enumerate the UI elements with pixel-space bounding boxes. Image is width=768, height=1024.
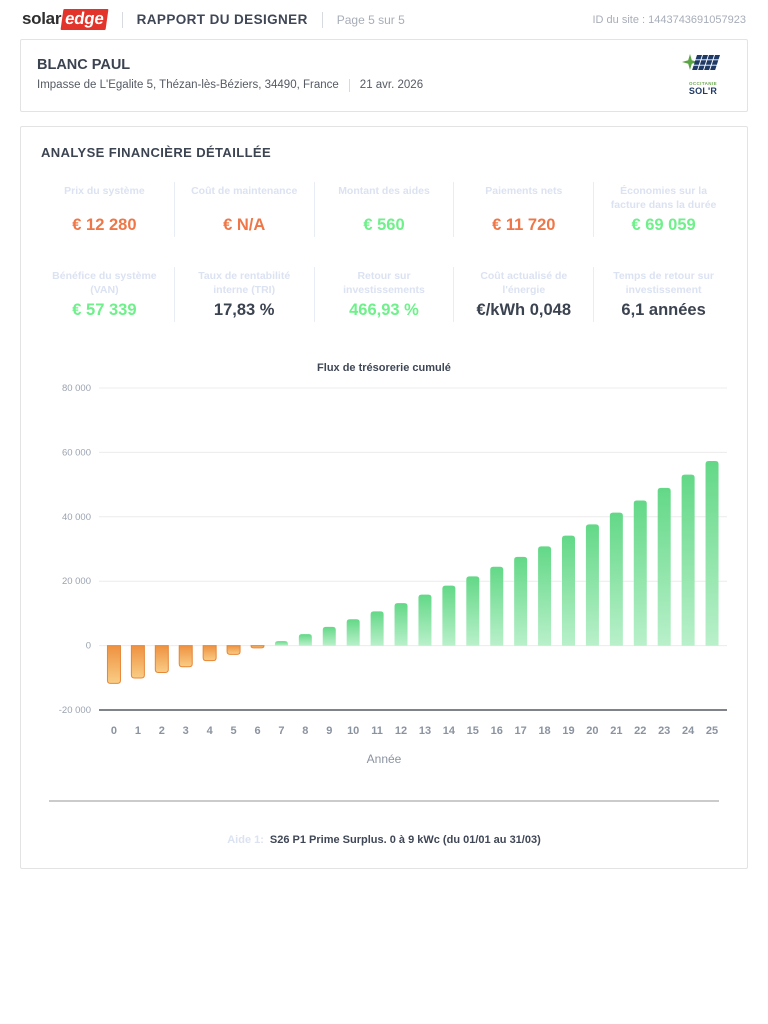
client-address-line: Impasse de L'Egalite 5, Thézan-lès-Bézie…: [37, 78, 424, 92]
svg-text:0: 0: [86, 641, 91, 652]
svg-text:20: 20: [586, 725, 598, 737]
section-title: ANALYSE FINANCIÈRE DÉTAILLÉE: [41, 144, 272, 160]
metric-tri: Taux de rentabilité interne (TRI) 17,83 …: [173, 266, 314, 323]
svg-text:40 000: 40 000: [62, 512, 91, 523]
footnote-divider: [49, 800, 719, 803]
svg-text:5: 5: [231, 725, 237, 737]
header-divider: [121, 11, 123, 28]
metric-value: € 560: [363, 215, 405, 234]
metric-label: Retour sur investissements: [343, 269, 425, 297]
svg-text:16: 16: [491, 725, 503, 737]
financial-analysis-card: ANALYSE FINANCIÈRE DÉTAILLÉE Prix du sys…: [20, 125, 748, 870]
svg-text:10: 10: [347, 725, 359, 737]
client-info: BLANC PAUL Impasse de L'Egalite 5, Théza…: [37, 57, 423, 92]
svg-text:24: 24: [682, 725, 695, 737]
chart-title: Flux de trésorerie cumulé: [317, 362, 451, 375]
metric-label: Économies sur la facture dans la durée: [610, 184, 717, 211]
svg-text:12: 12: [395, 725, 407, 737]
svg-text:4: 4: [207, 725, 214, 737]
metric-label: Temps de retour sur investissement: [613, 269, 714, 297]
subsidy-footnote: Aide 1: S26 P1 Prime Surplus. 0 à 9 kWc (…: [35, 834, 733, 846]
metric-label: Coût de maintenance: [191, 184, 298, 197]
svg-text:7: 7: [278, 725, 284, 737]
report-date: 21 avr. 2026: [359, 79, 424, 92]
metric-montant-des-aides: Montant des aides € 560: [313, 181, 454, 237]
page-indicator: Page 5 sur 5: [336, 12, 405, 27]
address-date-divider: [348, 78, 350, 92]
metric-value: 17,83 %: [213, 301, 275, 320]
partner-logo: OCCITANIE SOL'R: [681, 53, 731, 96]
metric-value: € 69 059: [631, 215, 696, 234]
metric-economies-facture: Économies sur la facture dans la durée €…: [593, 181, 733, 237]
metric-value: 6,1 années: [621, 301, 706, 320]
metric-temps-de-retour: Temps de retour sur investissement 6,1 a…: [593, 266, 733, 323]
svg-text:21: 21: [610, 725, 622, 737]
metric-label: Paiements nets: [485, 184, 563, 197]
metric-value: € N/A: [223, 215, 266, 234]
header-divider: [321, 11, 323, 28]
footnote-text: S26 P1 Prime Surplus. 0 à 9 kWc (du 01/0…: [269, 834, 541, 847]
svg-text:19: 19: [562, 725, 574, 737]
svg-text:6: 6: [254, 725, 260, 737]
partner-logo-name: SOL'R: [688, 85, 718, 96]
svg-text:11: 11: [371, 725, 383, 737]
metric-label: Coût actualisé de l'énergie: [480, 269, 568, 297]
chart-x-axis-label: Année: [366, 752, 402, 767]
site-id: ID du site : 1443743691057923: [592, 13, 746, 26]
metric-paiements-nets: Paiements nets € 11 720: [453, 181, 593, 237]
svg-text:1: 1: [135, 725, 141, 737]
metric-value: € 12 280: [72, 215, 137, 234]
metrics-row-2: Bénéfice du système (VAN) € 57 339 Taux …: [35, 266, 733, 323]
svg-text:25: 25: [706, 725, 718, 737]
metric-label: Prix du système: [64, 184, 145, 197]
partner-logo-region: OCCITANIE: [688, 81, 718, 86]
solar-panel-star-icon: [682, 54, 720, 71]
solaredge-logo-solar: solar: [22, 9, 62, 28]
metric-cout-actualise-energie: Coût actualisé de l'énergie €/kWh 0,048: [453, 266, 593, 323]
svg-text:9: 9: [326, 725, 332, 737]
client-address: Impasse de L'Egalite 5, Thézan-lès-Bézie…: [37, 79, 339, 92]
svg-text:80 000: 80 000: [62, 383, 91, 394]
svg-text:0: 0: [111, 725, 117, 737]
svg-text:14: 14: [443, 725, 456, 737]
svg-text:60 000: 60 000: [62, 448, 91, 459]
solaredge-logo: solar edge: [22, 9, 110, 30]
metrics-row-1: Prix du système € 12 280 Coût de mainten…: [35, 181, 733, 237]
svg-text:15: 15: [467, 725, 479, 737]
metric-retour-investissements: Retour sur investissements 466,93 %: [313, 266, 454, 323]
metric-cout-de-maintenance: Coût de maintenance € N/A: [173, 181, 314, 237]
metric-prix-du-systeme: Prix du système € 12 280: [35, 182, 174, 237]
svg-text:20 000: 20 000: [62, 576, 91, 587]
metric-value: €/kWh 0,048: [476, 301, 572, 320]
metric-benefice-van: Bénéfice du système (VAN) € 57 339: [35, 267, 174, 322]
svg-text:22: 22: [634, 725, 646, 737]
metric-value: 466,93 %: [349, 301, 419, 320]
footnote-prefix: Aide 1:: [227, 834, 264, 847]
metric-label: Bénéfice du système (VAN): [52, 269, 157, 297]
client-info-card: BLANC PAUL Impasse de L'Egalite 5, Théza…: [20, 39, 748, 112]
report-title: RAPPORT DU DESIGNER: [136, 12, 308, 27]
svg-text:8: 8: [302, 725, 308, 737]
solaredge-logo-edge: edge: [60, 9, 110, 30]
metric-label: Montant des aides: [338, 184, 430, 197]
svg-text:2: 2: [159, 725, 165, 737]
cumulative-cashflow-chart: Flux de trésorerie cumulé 80 000 60 000 40…: [35, 362, 733, 766]
svg-text:18: 18: [538, 725, 550, 737]
svg-text:13: 13: [419, 725, 431, 737]
report-header: solar edge RAPPORT DU DESIGNER Page 5 su…: [0, 0, 768, 37]
metric-label: Taux de rentabilité interne (TRI): [198, 269, 291, 297]
metric-value: € 57 339: [72, 301, 137, 320]
metric-value: € 11 720: [492, 215, 556, 234]
svg-text:3: 3: [183, 725, 189, 737]
svg-text:-20 000: -20 000: [59, 705, 91, 716]
client-name: BLANC PAUL: [37, 56, 131, 73]
svg-text:17: 17: [515, 725, 527, 737]
svg-text:23: 23: [658, 725, 670, 737]
